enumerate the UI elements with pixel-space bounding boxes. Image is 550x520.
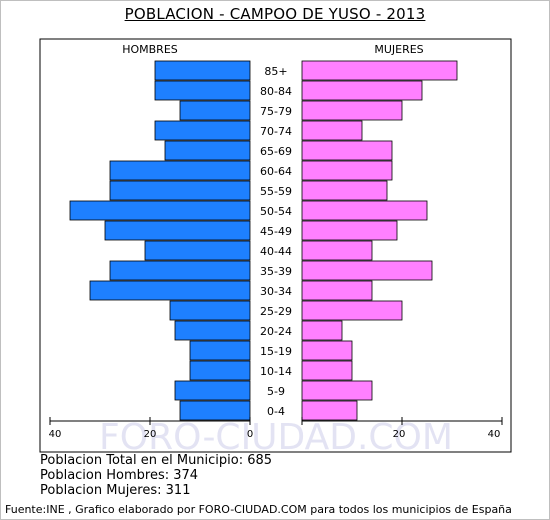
stat-mujeres: Poblacion Mujeres: 311	[40, 483, 191, 498]
age-label-85+: 85+	[264, 65, 287, 78]
bar-mujeres-85+	[301, 60, 458, 81]
bar-hombres-40-44	[144, 240, 251, 261]
age-label-25-29: 25-29	[260, 305, 292, 318]
bar-hombres-60-64	[109, 160, 251, 181]
bar-mujeres-65-69	[301, 140, 393, 161]
age-label-5-9: 5-9	[267, 385, 285, 398]
bar-hombres-5-9	[174, 380, 251, 401]
bar-hombres-50-54	[69, 200, 251, 221]
population-pyramid-chart: FORO-CIUDAD.COM HOMBRES MUJERES 85+ 80-84…	[39, 38, 512, 458]
legend-hombres: HOMBRES	[122, 43, 178, 56]
bar-mujeres-30-34	[301, 280, 373, 301]
stat-hombres: Poblacion Hombres: 374	[40, 468, 199, 483]
bar-hombres-70-74	[154, 120, 251, 141]
age-label-10-14: 10-14	[260, 365, 292, 378]
bar-mujeres-5-9	[301, 380, 373, 401]
age-label-70-74: 70-74	[260, 125, 292, 138]
age-label-45-49: 45-49	[260, 225, 292, 238]
bar-mujeres-55-59	[301, 180, 388, 201]
stat-total: Poblacion Total en el Municipio: 685	[40, 453, 273, 468]
bar-mujeres-45-49	[301, 220, 398, 241]
tick-label: 0	[247, 429, 253, 440]
bar-mujeres-20-24	[301, 320, 343, 341]
bar-hombres-0-4	[179, 400, 251, 421]
bar-hombres-45-49	[104, 220, 251, 241]
legend-mujeres: MUJERES	[374, 43, 423, 56]
bar-mujeres-25-29	[301, 300, 403, 321]
watermark: FORO-CIUDAD.COM	[99, 417, 453, 458]
plot-frame	[39, 38, 512, 453]
age-label-20-24: 20-24	[260, 325, 292, 338]
age-label-65-69: 65-69	[260, 145, 292, 158]
bar-hombres-30-34	[89, 280, 251, 301]
bar-mujeres-60-64	[301, 160, 393, 181]
age-label-30-34: 30-34	[260, 285, 292, 298]
bar-mujeres-15-19	[301, 340, 353, 361]
bar-hombres-85+	[154, 60, 251, 81]
bar-hombres-20-24	[174, 320, 251, 341]
bar-hombres-25-29	[169, 300, 251, 321]
bar-mujeres-50-54	[301, 200, 428, 221]
tick-label: 40	[49, 429, 62, 440]
age-label-75-79: 75-79	[260, 105, 292, 118]
bar-hombres-80-84	[154, 80, 251, 101]
bar-hombres-35-39	[109, 260, 251, 281]
bar-mujeres-40-44	[301, 240, 373, 261]
bar-hombres-65-69	[164, 140, 251, 161]
age-label-35-39: 35-39	[260, 265, 292, 278]
bar-mujeres-10-14	[301, 360, 353, 381]
bar-hombres-15-19	[189, 340, 251, 361]
bar-mujeres-35-39	[301, 260, 433, 281]
age-label-60-64: 60-64	[260, 165, 292, 178]
tick-label: 20	[393, 429, 406, 440]
bar-hombres-10-14	[189, 360, 251, 381]
age-label-55-59: 55-59	[260, 185, 292, 198]
chart-title: POBLACION - CAMPOO DE YUSO - 2013	[124, 5, 426, 23]
bar-mujeres-80-84	[301, 80, 423, 101]
age-label-0-4: 0-4	[267, 405, 285, 418]
bar-mujeres-0-4	[301, 400, 358, 421]
bar-hombres-75-79	[179, 100, 251, 121]
tick-label: 40	[488, 429, 501, 440]
source-footer: Fuente:INE , Grafico elaborado por FORO-…	[5, 503, 512, 516]
age-label-15-19: 15-19	[260, 345, 292, 358]
tick-label: 20	[144, 429, 157, 440]
age-label-50-54: 50-54	[260, 205, 292, 218]
bar-mujeres-75-79	[301, 100, 403, 121]
bar-hombres-55-59	[109, 180, 251, 201]
age-label-40-44: 40-44	[260, 245, 292, 258]
age-label-80-84: 80-84	[260, 85, 292, 98]
bar-mujeres-70-74	[301, 120, 363, 141]
